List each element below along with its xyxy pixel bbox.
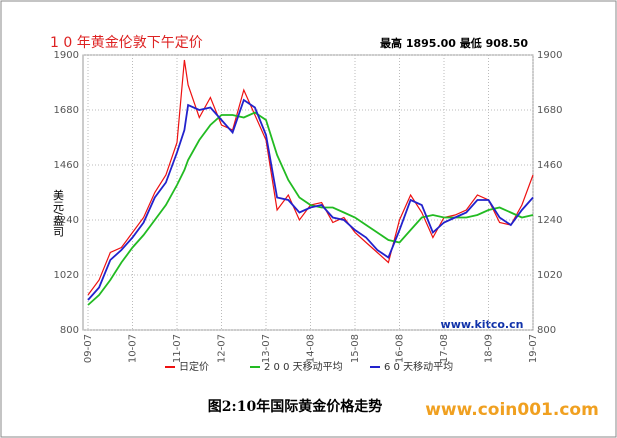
watermark: www.kitco.cn (441, 318, 524, 331)
y2-tick-label: 1460 (537, 160, 562, 171)
y-tick-label: 1020 (54, 270, 79, 281)
y-tick-label: 1460 (54, 160, 79, 171)
x-tick-label: 11-07 (172, 334, 183, 363)
x-tick-label: 19-07 (528, 334, 539, 363)
series-line (87, 59, 534, 296)
y2-tick-label: 1900 (537, 50, 562, 61)
x-tick-label: 12-07 (217, 334, 228, 363)
x-tick-label: 13-07 (261, 334, 272, 363)
x-tick-label: 16-08 (395, 334, 406, 363)
x-tick-label: 18-09 (484, 334, 495, 363)
y-axis-label: 美元/盎司 (52, 189, 65, 237)
y-tick-label: 1900 (54, 50, 79, 61)
y2-tick-label: 800 (537, 325, 556, 336)
x-tick-label: 15-08 (350, 334, 361, 363)
plot-area (82, 54, 534, 331)
legend-label: 6 0 天移动平均 (384, 360, 453, 373)
x-tick-label: 10-07 (128, 334, 139, 363)
y-tick-label: 1680 (54, 105, 79, 116)
legend-label: 日定价 (179, 360, 209, 373)
x-tick-label: 09-07 (83, 334, 94, 363)
caption: 图2:10年国际黄金价格走势 (208, 398, 382, 415)
y2-tick-label: 1680 (537, 105, 562, 116)
series-line (87, 98, 534, 301)
y-tick-label: 1240 (54, 215, 79, 226)
source: www.coin001.com (425, 400, 599, 420)
y2-tick-label: 1240 (537, 215, 562, 226)
x-tick-label: 14-08 (306, 334, 317, 363)
legend-label: 2 0 0 天移动平均 (264, 360, 343, 373)
x-tick-label: 17-08 (439, 334, 450, 363)
chart-title: 1 0 年黄金伦敦下午定价 (50, 34, 203, 51)
subtitle: 最高 1895.00 最低 908.50 (380, 36, 528, 50)
y2-tick-label: 1020 (537, 270, 562, 281)
y-tick-label: 800 (60, 325, 79, 336)
